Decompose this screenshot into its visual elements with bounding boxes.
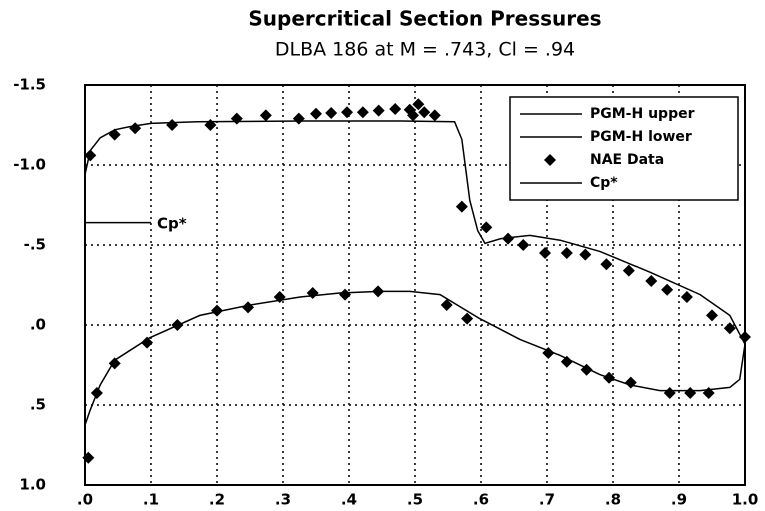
y-tick-label: -.5: [24, 236, 46, 254]
data-point: [539, 247, 552, 259]
data-point: [242, 301, 255, 314]
legend-label: NAE Data: [590, 152, 664, 168]
data-point: [306, 287, 319, 299]
data-point: [663, 387, 676, 399]
data-point: [90, 387, 103, 399]
x-tick-label: .2: [209, 491, 225, 509]
data-point: [259, 109, 272, 122]
data-point: [579, 248, 592, 261]
x-tick-label: .6: [473, 491, 489, 509]
data-point: [603, 371, 616, 384]
data-point: [624, 376, 637, 389]
legend-marker: [544, 154, 556, 166]
x-tick-label: .5: [407, 491, 423, 509]
data-point: [502, 232, 515, 245]
series-line: [84, 290, 746, 426]
data-point: [680, 291, 693, 303]
data-point: [702, 387, 715, 399]
data-point: [480, 221, 493, 234]
legend-label: PGM-H upper: [590, 106, 695, 122]
data-point: [517, 239, 530, 251]
data-point: [661, 283, 674, 296]
x-tick-label: .0: [77, 491, 93, 509]
legend-label: PGM-H lower: [590, 129, 692, 145]
data-point: [166, 119, 179, 131]
data-point: [412, 98, 425, 111]
data-point: [580, 363, 593, 376]
data-point: [461, 312, 474, 325]
data-point: [455, 200, 468, 213]
data-point: [84, 149, 97, 162]
data-point: [684, 387, 697, 399]
data-point: [273, 291, 286, 303]
data-point: [600, 258, 613, 271]
x-tick-label: .7: [539, 491, 555, 509]
data-point: [211, 304, 223, 317]
data-point: [645, 275, 658, 287]
data-point: [310, 107, 322, 120]
data-point: [108, 128, 121, 141]
data-point: [739, 331, 751, 343]
x-tick-label: .9: [671, 491, 687, 509]
x-tick-label: 1.0: [732, 491, 759, 509]
data-point: [706, 309, 718, 322]
data-point: [372, 104, 385, 117]
x-tick-label: .4: [341, 491, 357, 509]
y-tick-label: -1.5: [13, 76, 46, 94]
data-point: [141, 336, 154, 349]
y-tick-label: 1.0: [19, 476, 46, 494]
x-tick-label: .1: [143, 491, 159, 509]
legend-label: Cp*: [590, 175, 618, 191]
x-tick-label: .8: [605, 491, 621, 509]
data-point: [108, 357, 121, 370]
series-line: [84, 120, 746, 345]
data-point: [129, 122, 142, 135]
y-tick-label: -1.0: [13, 156, 46, 174]
data-point: [372, 285, 385, 298]
data-point: [560, 247, 573, 259]
data-point: [325, 107, 338, 119]
data-point: [622, 264, 635, 277]
data-point: [440, 299, 453, 311]
data-point: [723, 322, 736, 335]
y-tick-label: .0: [30, 316, 46, 334]
y-tick-label: .5: [30, 396, 46, 414]
data-point: [418, 106, 431, 119]
data-point: [542, 347, 555, 359]
data-point: [339, 288, 352, 301]
data-point: [356, 106, 369, 119]
chart-subtitle: DLBA 186 at M = .743, Cl = .94: [275, 39, 575, 61]
data-point: [204, 119, 217, 131]
data-point: [230, 112, 243, 125]
chart-title: Supercritical Section Pressures: [248, 7, 601, 31]
data-point: [428, 109, 441, 122]
data-point: [82, 451, 95, 464]
data-point: [389, 103, 402, 115]
data-point: [171, 319, 184, 331]
data-point: [407, 109, 420, 122]
data-point: [560, 355, 573, 368]
x-tick-label: .3: [275, 491, 291, 509]
data-point: [292, 112, 305, 125]
data-point: [341, 106, 354, 119]
annotation: Cp*: [157, 215, 187, 233]
